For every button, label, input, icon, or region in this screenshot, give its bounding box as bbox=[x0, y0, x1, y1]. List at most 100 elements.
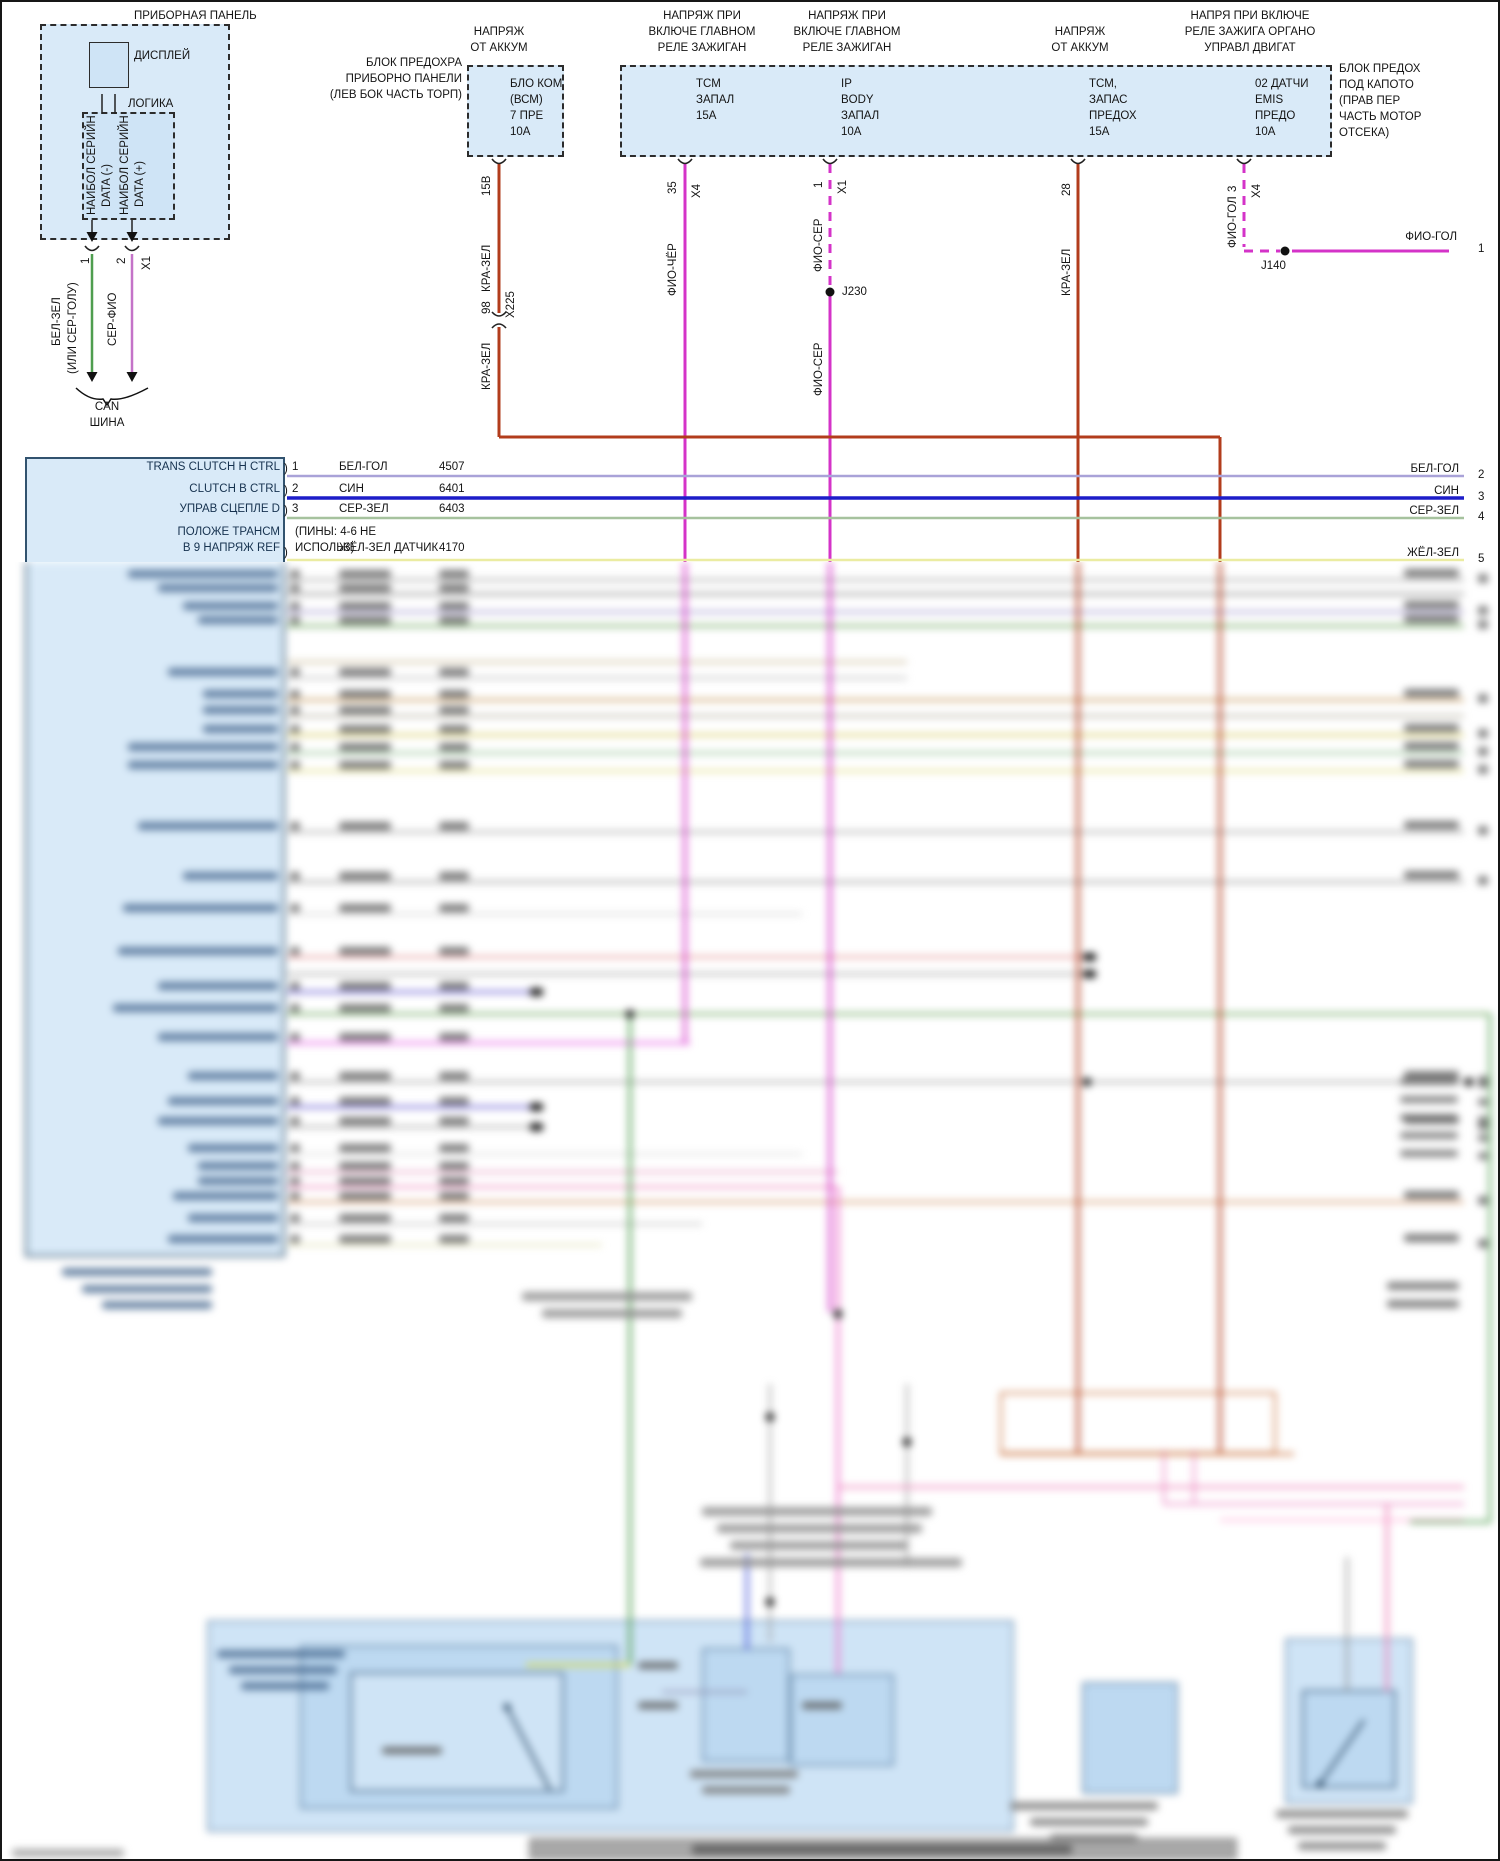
blurred-text bbox=[339, 743, 391, 751]
blurred-text bbox=[1404, 760, 1459, 768]
can-bus-label: ШИНА bbox=[89, 417, 125, 429]
switch-pivot bbox=[503, 1703, 511, 1711]
blurred-text bbox=[339, 725, 391, 733]
wire-color-label: ЖЁЛ-ЗЕЛ ДАТЧИК bbox=[339, 542, 439, 554]
fuse-label: ЗАПАЛ bbox=[841, 110, 880, 122]
blurred-text bbox=[1478, 606, 1488, 615]
fuse-label: 02 ДАТЧИ bbox=[1255, 78, 1309, 90]
blurred-text bbox=[1400, 1150, 1458, 1157]
pin-number: 2 bbox=[1478, 469, 1485, 481]
blurred-text bbox=[128, 743, 278, 751]
blurred-text bbox=[1404, 742, 1459, 750]
fuse-label: 7 ПРЕ bbox=[510, 110, 544, 122]
logic-label: ЛОГИКА bbox=[128, 98, 174, 110]
wire-color-label: СЕР-ФИО bbox=[107, 292, 119, 346]
arrow-icon bbox=[126, 232, 138, 242]
blurred-text bbox=[12, 1849, 124, 1857]
power-source-header: ОТ АККУМ bbox=[1051, 42, 1109, 54]
ecu-row-label: CLUTCH B CTRL bbox=[189, 483, 280, 495]
splice-arc bbox=[491, 158, 507, 165]
component-box bbox=[350, 1672, 564, 1792]
fuse-label: ЗАПАЛ bbox=[696, 94, 735, 106]
fusebox-side-label: ПОД КАПОТО bbox=[1339, 79, 1414, 91]
connector-id: X225 bbox=[505, 291, 517, 318]
blurred-text bbox=[1387, 1300, 1459, 1308]
blurred-text bbox=[290, 947, 300, 955]
blurred-text bbox=[290, 761, 300, 769]
blurred-text bbox=[1478, 694, 1488, 703]
ecu-row-label: В 9 НАПРЯЖ REF bbox=[182, 542, 280, 554]
blurred-text bbox=[1404, 615, 1459, 623]
blurred-text bbox=[290, 1144, 300, 1152]
blurred-text bbox=[158, 584, 278, 592]
fusebox-side-label: (ПРАВ ПЕР bbox=[1339, 95, 1401, 107]
blurred-text bbox=[1400, 1114, 1458, 1121]
fuse-label: ПРЕДО bbox=[1255, 110, 1296, 122]
blurred-text bbox=[290, 982, 300, 990]
blurred-text bbox=[1010, 1802, 1158, 1810]
blurred-text bbox=[1478, 876, 1488, 885]
wire-color-label: СИН bbox=[339, 483, 364, 495]
connector-id: X4 bbox=[691, 183, 703, 198]
blurred-text bbox=[439, 743, 469, 751]
component-box bbox=[702, 1648, 790, 1762]
splice-arc bbox=[1236, 158, 1252, 165]
junction-dot bbox=[833, 1309, 843, 1319]
blurred-text bbox=[339, 1235, 391, 1243]
fusebox-side-label: ОТСЕКА) bbox=[1339, 127, 1390, 139]
blurred-text bbox=[1404, 569, 1459, 577]
blurred-text bbox=[290, 1117, 300, 1125]
fuse-label: (ВСМ) bbox=[510, 94, 543, 106]
blurred-text bbox=[1478, 1098, 1488, 1106]
blurred-text bbox=[188, 1072, 278, 1080]
blurred-text bbox=[700, 1558, 962, 1567]
junction-dot bbox=[1464, 1077, 1474, 1087]
blurred-text bbox=[1404, 1071, 1459, 1079]
fuse-label: ЗАПАС bbox=[1089, 94, 1128, 106]
connector-id: X1 bbox=[837, 179, 849, 194]
wire-color-label: СЕР-ЗЕЛ bbox=[339, 503, 389, 515]
blurred-text bbox=[1404, 821, 1459, 829]
fusebox-side-label: БЛОК ПРЕДОХРА bbox=[366, 57, 462, 69]
pin-brace: ) bbox=[284, 547, 288, 559]
pin-number: 1 bbox=[813, 181, 825, 188]
blurred-text bbox=[203, 690, 278, 698]
blurred-text bbox=[290, 1033, 300, 1041]
blurred-text bbox=[1404, 1234, 1459, 1242]
blurred-text bbox=[290, 706, 300, 714]
wires-layer bbox=[75, 65, 1464, 562]
underhood-fusebox bbox=[620, 65, 1332, 157]
junction-dot bbox=[765, 1597, 775, 1607]
inline-connector bbox=[491, 323, 507, 329]
pin-number: 28 bbox=[1061, 183, 1073, 196]
ip-fusebox bbox=[467, 65, 564, 157]
blurred-text bbox=[339, 872, 391, 880]
blurred-text bbox=[439, 584, 469, 592]
blurred-text bbox=[439, 602, 469, 610]
pin-number: 15B bbox=[481, 175, 493, 196]
junction-dot bbox=[1082, 969, 1092, 979]
junction-dot bbox=[529, 1102, 539, 1112]
pin-number: 2 bbox=[116, 257, 128, 264]
fuse-label: ТСМ, bbox=[1089, 78, 1117, 90]
blurred-text bbox=[1478, 574, 1488, 583]
connector-id: X1 bbox=[141, 255, 153, 270]
blurred-text bbox=[717, 1524, 922, 1533]
logic-box bbox=[82, 112, 175, 220]
blurred-text bbox=[1404, 871, 1459, 879]
fusebox-side-label: БЛОК ПРЕДОХ bbox=[1339, 63, 1421, 75]
blurred-text bbox=[1400, 1078, 1458, 1085]
blurred-text bbox=[168, 668, 278, 676]
blurred-text bbox=[439, 904, 469, 912]
pin-number: 3 bbox=[1227, 185, 1239, 192]
switch-pivot bbox=[1316, 1780, 1324, 1788]
blurred-text bbox=[439, 1177, 469, 1185]
ecu-row-note: ИСПОЛЬЗ) bbox=[295, 542, 355, 554]
power-source-header: РЕЛЕ ЗАЖИГА ОРГАНО bbox=[1184, 26, 1316, 38]
blurred-text bbox=[1478, 729, 1488, 738]
blurred-text bbox=[1276, 1810, 1408, 1818]
blurred-text bbox=[339, 1177, 391, 1185]
junction-label: J140 bbox=[1261, 260, 1286, 272]
wire-color-label: ФИО-СЕР bbox=[813, 218, 825, 272]
